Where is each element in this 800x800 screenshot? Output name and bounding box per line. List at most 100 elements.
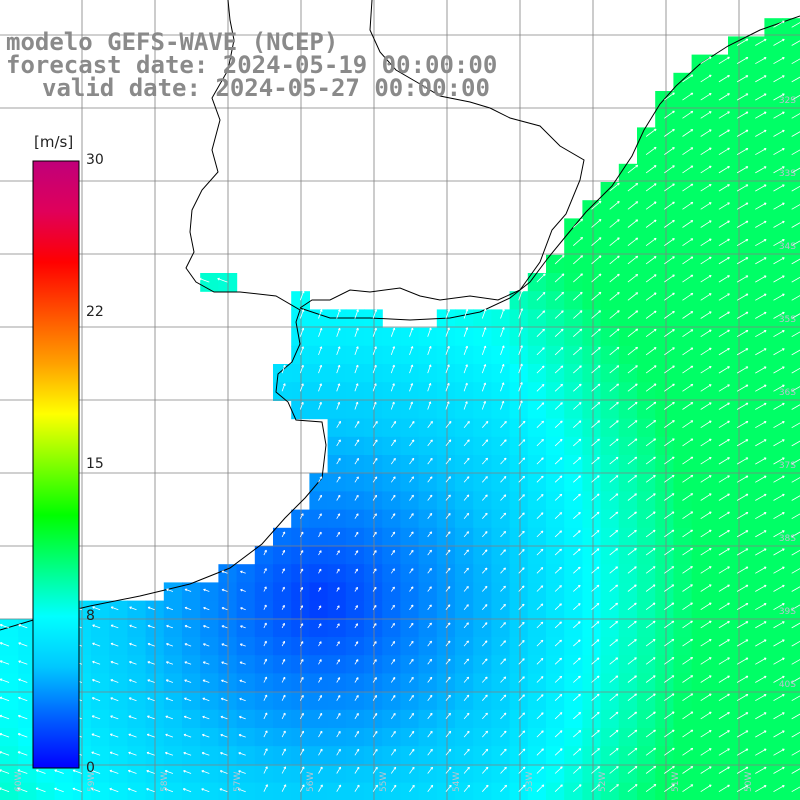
wind-arrow-head	[672, 711, 675, 715]
wind-arrow	[627, 784, 638, 793]
wind-cell	[364, 473, 383, 492]
wind-arrow	[166, 661, 174, 665]
wind-arrow	[791, 167, 800, 174]
wind-arrow-head	[709, 147, 712, 151]
wind-cell	[327, 673, 347, 693]
wind-cell	[309, 673, 329, 693]
wind-arrow-head	[782, 239, 785, 242]
wind-arrow	[664, 511, 675, 520]
wind-cell	[509, 491, 529, 511]
wind-arrow-head	[523, 712, 525, 716]
wind-arrow-head	[746, 421, 749, 424]
wind-arrow	[755, 239, 767, 247]
wind-arrow	[427, 346, 432, 356]
wind-cell	[491, 637, 511, 656]
wind-arrow	[221, 607, 228, 611]
wind-cell	[637, 382, 656, 401]
wind-cell	[327, 418, 347, 438]
wind-cell	[673, 345, 693, 365]
wind-arrow	[427, 531, 432, 538]
lat-label: 36S	[778, 388, 796, 398]
wind-cell	[746, 309, 765, 329]
wind-arrow	[500, 567, 506, 574]
wind-cell	[509, 546, 529, 565]
wind-cell	[764, 254, 784, 274]
wind-cell	[764, 436, 784, 456]
wind-cell	[673, 600, 693, 620]
wind-arrow-head	[635, 748, 638, 751]
wind-cell	[200, 709, 219, 729]
wind-cell	[782, 236, 800, 256]
wind-cell	[746, 163, 765, 183]
wind-arrow-head	[579, 548, 581, 552]
wind-arrow	[609, 766, 619, 774]
wind-arrow	[664, 784, 675, 793]
wind-arrow-head	[673, 274, 675, 278]
wind-cell	[345, 709, 365, 729]
wind-arrow	[718, 275, 730, 283]
wind-cell	[473, 728, 492, 747]
wind-arrow	[664, 401, 675, 410]
wind-cell	[782, 655, 800, 674]
wind-arrow	[664, 602, 675, 611]
wind-arrow	[354, 364, 359, 374]
wind-cell	[364, 309, 383, 329]
wind-arrow	[518, 676, 525, 683]
wind-cell	[618, 400, 638, 420]
wind-arrow	[718, 784, 730, 793]
wind-arrow-head	[598, 457, 600, 460]
wind-arrow	[755, 75, 767, 83]
wind-cell	[764, 364, 784, 383]
wind-cell	[418, 709, 438, 729]
wind-cell	[637, 163, 656, 183]
wind-arrow	[627, 693, 637, 702]
wind-arrow	[372, 364, 377, 374]
wind-cell	[655, 291, 674, 310]
wind-arrow	[664, 329, 675, 338]
wind-cell	[491, 564, 511, 583]
wind-cell	[746, 109, 765, 128]
wind-arrow-head	[728, 93, 730, 96]
wind-arrow	[463, 694, 470, 701]
wind-arrow	[518, 658, 525, 665]
wind-arrow	[627, 219, 638, 228]
wind-cell	[618, 728, 638, 747]
wind-arrow-head	[709, 438, 712, 442]
wind-cell	[509, 327, 529, 347]
wind-arrow-head	[618, 292, 620, 295]
wind-arrow	[18, 678, 28, 683]
wind-arrow-head	[709, 111, 712, 114]
wind-cell	[746, 728, 765, 747]
wind-arrow	[718, 75, 730, 83]
wind-cell	[491, 546, 511, 565]
wind-cell	[764, 127, 784, 147]
wind-arrow	[700, 620, 712, 629]
wind-arrow-head	[746, 330, 749, 333]
wind-cell	[18, 655, 37, 674]
wind-arrow-head	[523, 676, 525, 679]
wind-cell	[182, 728, 201, 747]
wind-cell	[637, 691, 656, 711]
wind-cell	[491, 345, 511, 365]
wind-arrow-head	[764, 512, 767, 515]
wind-arrow	[755, 566, 767, 574]
wind-cell	[509, 345, 529, 365]
wind-cell	[473, 600, 492, 620]
wind-arrow	[573, 585, 581, 592]
wind-arrow	[263, 730, 268, 738]
wind-arrow	[536, 621, 544, 629]
wind-cell	[200, 582, 219, 602]
wind-arrow-head	[542, 494, 544, 497]
wind-arrow	[755, 639, 767, 647]
wind-arrow	[281, 641, 285, 647]
wind-cell	[400, 473, 420, 492]
wind-arrow	[664, 747, 675, 756]
wind-arrow	[554, 475, 563, 483]
wind-arrow	[536, 292, 546, 301]
wind-arrow	[736, 57, 749, 65]
lat-label: 32S	[778, 96, 796, 106]
wind-cell	[473, 637, 492, 656]
wind-arrow	[518, 326, 523, 337]
wind-arrow	[645, 420, 656, 429]
wind-cell	[728, 618, 747, 638]
